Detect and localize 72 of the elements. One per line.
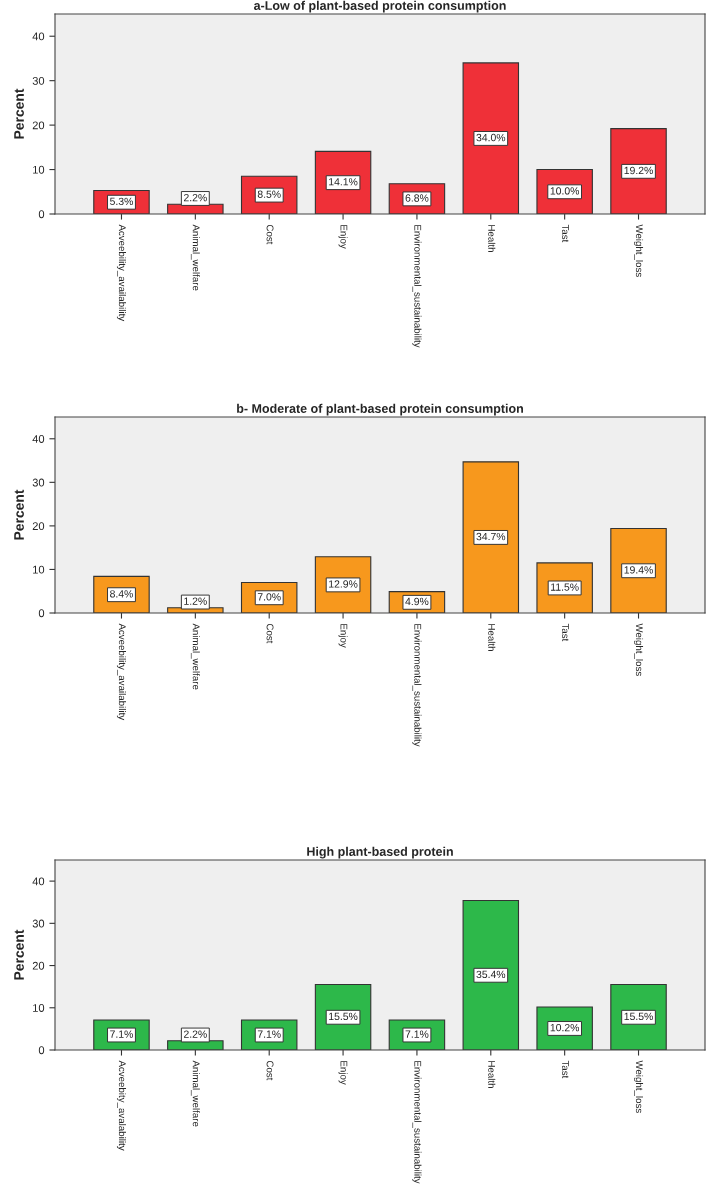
x-tick-label: Enjoy [338, 225, 348, 249]
x-tick-label: Environmental_sustainability [412, 225, 422, 348]
data-label: 1.2% [184, 597, 207, 605]
data-label: 35.4% [476, 970, 506, 979]
x-tick-label: Acveebility_availability [116, 623, 127, 721]
y-tick-label: 30 [32, 919, 45, 928]
x-tick-label: Acveebity_avalability [116, 1060, 127, 1151]
data-label: 15.5% [329, 1012, 358, 1021]
x-tick-label: Health [488, 1061, 496, 1088]
data-label: 10.2% [550, 1023, 580, 1032]
y-axis-title: Percent [14, 929, 24, 980]
data-label: 12.9% [329, 580, 358, 588]
bar [462, 62, 520, 214]
y-axis-title: Percent [14, 489, 24, 540]
data-label: 19.4% [624, 566, 653, 574]
data-label: 7.1% [257, 1030, 281, 1038]
data-label: 7.0% [257, 593, 281, 601]
data-label: 34.7% [476, 532, 506, 541]
x-tick-label: Weight_loss [633, 623, 644, 676]
y-tick-label: 20 [32, 961, 45, 970]
x-tick-label: Health [488, 624, 496, 651]
y-tick-label: 40 [32, 32, 45, 41]
x-tick-label: Animal_welfare [190, 1060, 200, 1127]
y-tick-label: 20 [32, 121, 45, 130]
data-label: 19.2% [624, 166, 653, 175]
data-label: 2.2% [183, 1030, 207, 1038]
x-tick-label: Environmental_sustainability [412, 624, 422, 747]
x-tick-label: Weight_loss [633, 1060, 644, 1113]
x-tick-label: Health [488, 225, 496, 252]
data-label: 10.0% [550, 187, 580, 195]
data-label: 6.8% [405, 194, 429, 202]
y-tick-label: 10 [33, 565, 45, 574]
x-tick-label: Tast [562, 623, 569, 642]
y-tick-label: 10 [33, 1004, 45, 1012]
data-label: 8.5% [257, 190, 281, 198]
chart-title: a-Low of plant-based protein consumption [253, 0, 506, 13]
data-label: 7.1% [405, 1030, 429, 1038]
y-tick-label: 20 [32, 522, 45, 531]
x-tick-label: Weight_loss [633, 224, 644, 277]
data-label: 11.5% [551, 583, 579, 591]
y-tick-label: 0 [38, 609, 45, 618]
y-tick-label: 30 [32, 76, 45, 85]
data-label: 5.3% [110, 197, 133, 206]
x-tick-label: Tast [562, 1060, 569, 1079]
chart-title: High plant-based protein [307, 846, 453, 859]
data-label: 2.2% [183, 193, 207, 202]
data-label: 7.1% [110, 1030, 133, 1038]
y-tick-label: 0 [38, 1046, 45, 1055]
y-tick-label: 40 [32, 435, 45, 443]
bar [462, 461, 520, 613]
data-label: 8.4% [110, 590, 133, 598]
x-tick-label: Cost [266, 1060, 274, 1081]
x-tick-label: Enjoy [338, 1061, 348, 1085]
data-label: 34.0% [476, 133, 506, 142]
data-label: 4.9% [405, 597, 429, 606]
x-tick-label: Animal_welfare [190, 623, 200, 690]
y-axis-title: Percent [14, 88, 24, 139]
y-tick-label: 40 [32, 877, 45, 886]
x-tick-label: Tast [562, 224, 569, 243]
chart-title: b- Moderate of plant-based protein consumption [237, 403, 523, 416]
x-tick-label: Acveebility_availability [116, 224, 127, 322]
y-tick-label: 0 [38, 210, 45, 219]
y-tick-label: 30 [32, 478, 45, 487]
x-tick-label: Cost [266, 623, 274, 644]
data-label: 15.5% [624, 1012, 653, 1021]
x-tick-label: Cost [266, 224, 274, 245]
y-tick-label: 10 [33, 165, 45, 174]
x-tick-label: Animal_welfare [190, 224, 200, 291]
bar [462, 899, 520, 1050]
data-label: 14.1% [329, 178, 358, 186]
x-tick-label: Environmental_sustainability [412, 1061, 422, 1184]
x-tick-label: Enjoy [338, 624, 348, 648]
